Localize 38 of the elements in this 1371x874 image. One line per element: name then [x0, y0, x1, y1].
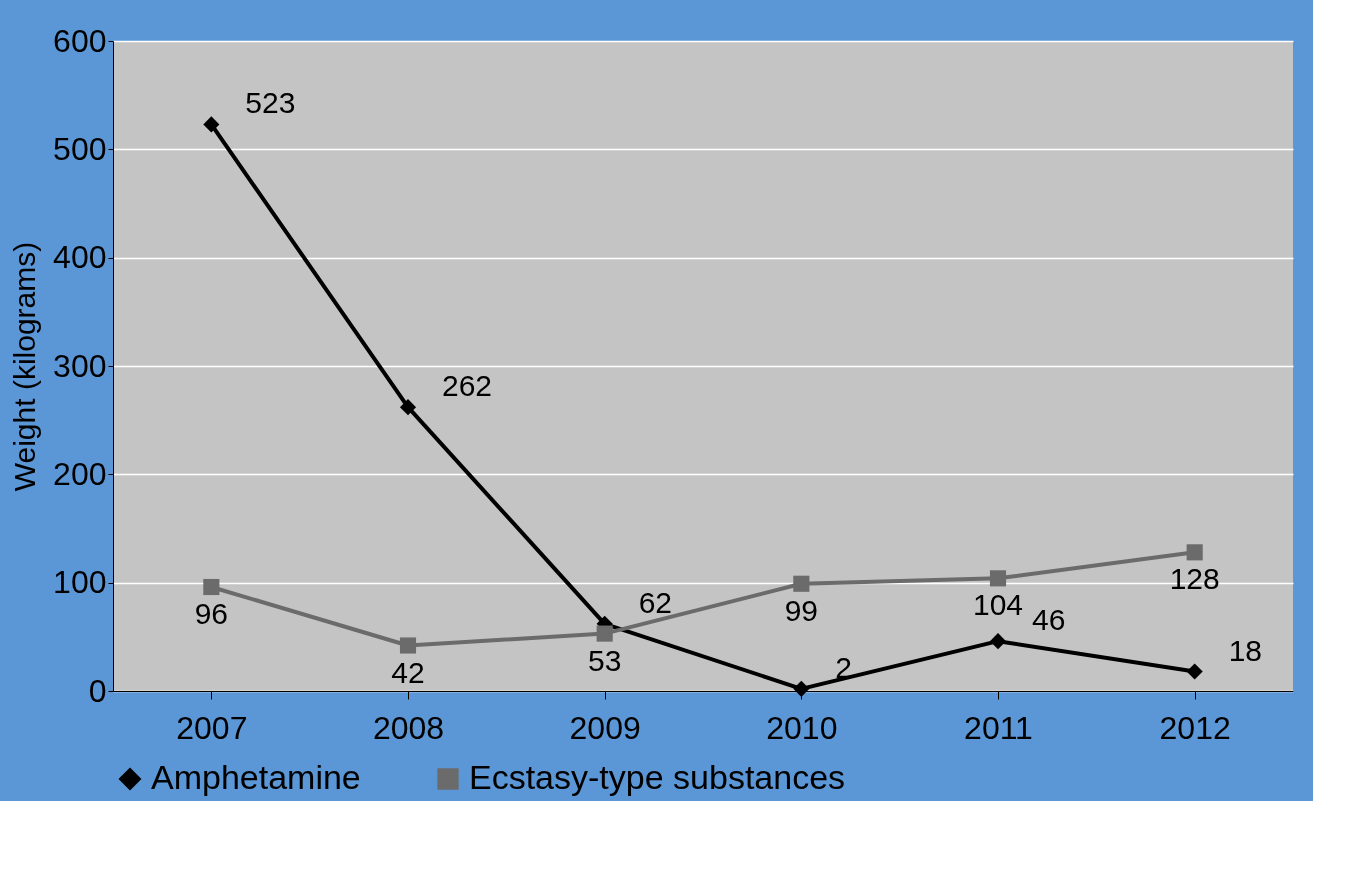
point — [596, 625, 613, 642]
data-label: 46 — [1032, 603, 1066, 637]
point — [203, 578, 220, 596]
point — [399, 637, 417, 654]
data-label: 262 — [442, 369, 493, 403]
point — [203, 116, 220, 133]
y-tick-label: 200 — [53, 455, 107, 492]
y-tick-label: 0 — [88, 672, 107, 709]
point — [793, 680, 810, 697]
point — [989, 570, 1007, 587]
data-label: 128 — [1169, 562, 1220, 596]
legend-label: Ecstasy-type substances — [469, 758, 846, 796]
x-tick-label: 2010 — [766, 709, 838, 746]
y-tick-label: 600 — [53, 22, 107, 59]
point — [1186, 663, 1203, 680]
legend-label: Amphetamine — [151, 758, 361, 796]
x-tick-label: 2009 — [569, 709, 641, 746]
x-tick-label: 2007 — [176, 709, 248, 746]
data-label: 42 — [391, 655, 425, 689]
point — [1186, 544, 1203, 561]
data-label: 53 — [587, 643, 622, 677]
data-label: 104 — [972, 588, 1024, 622]
point — [399, 399, 417, 416]
y-axis-title: Weight (kilograms) — [8, 241, 42, 492]
point — [793, 575, 810, 592]
data-label: 99 — [784, 593, 819, 627]
y-tick-label: 500 — [53, 130, 107, 167]
point — [989, 633, 1007, 650]
x-tick-label: 2008 — [372, 709, 445, 746]
data-label: 523 — [245, 86, 296, 120]
y-tick-label: 300 — [53, 347, 107, 384]
y-tick-label: 100 — [53, 564, 107, 601]
data-label: 18 — [1228, 633, 1263, 667]
data-label: 96 — [194, 597, 229, 630]
x-tick-label: 2011 — [964, 709, 1033, 746]
data-label: 62 — [638, 585, 673, 619]
y-tick-label: 400 — [53, 239, 107, 276]
x-tick-label: 2012 — [1159, 709, 1231, 746]
